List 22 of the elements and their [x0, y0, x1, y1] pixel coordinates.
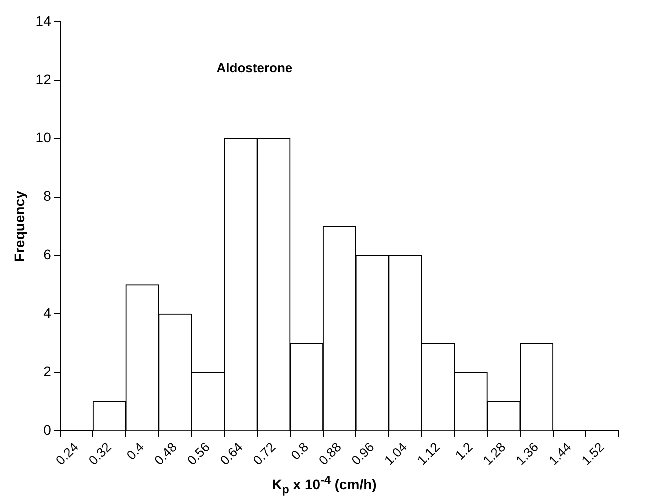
- x-axis-title: K$_{p}$ x 10$^{-4}$ (cm/h): [271, 474, 378, 496]
- y-axis-title: Frequency: [11, 190, 28, 262]
- x-tick-label: 0.4: [124, 440, 148, 464]
- x-tick-label: 0.96: [348, 440, 378, 468]
- x-tick-label: 0.32: [86, 440, 114, 468]
- x-tick-label: 0.48: [152, 440, 180, 468]
- y-tick-label: 8: [44, 188, 52, 204]
- y-tick-label: 2: [44, 364, 52, 380]
- x-tick-label: 0.24: [52, 440, 82, 468]
- y-tick-label: 10: [36, 130, 52, 146]
- x-tick-label: 0.8: [288, 440, 312, 464]
- y-tick-label: 4: [44, 305, 52, 322]
- x-tick-label: 0.56: [184, 440, 213, 468]
- annotation: Aldosterone: [216, 60, 293, 76]
- x-tick-label: 0.72: [250, 440, 279, 468]
- y-tick-label: 12: [36, 71, 52, 88]
- x-tick-label: 1.2: [452, 440, 476, 464]
- x-tick-label: 0.88: [316, 440, 344, 468]
- y-tick-label: 6: [44, 246, 52, 263]
- x-tick-label: 0.64: [217, 440, 246, 468]
- y-tick-label: 0: [44, 422, 52, 438]
- y-tick-label: 14: [36, 12, 52, 29]
